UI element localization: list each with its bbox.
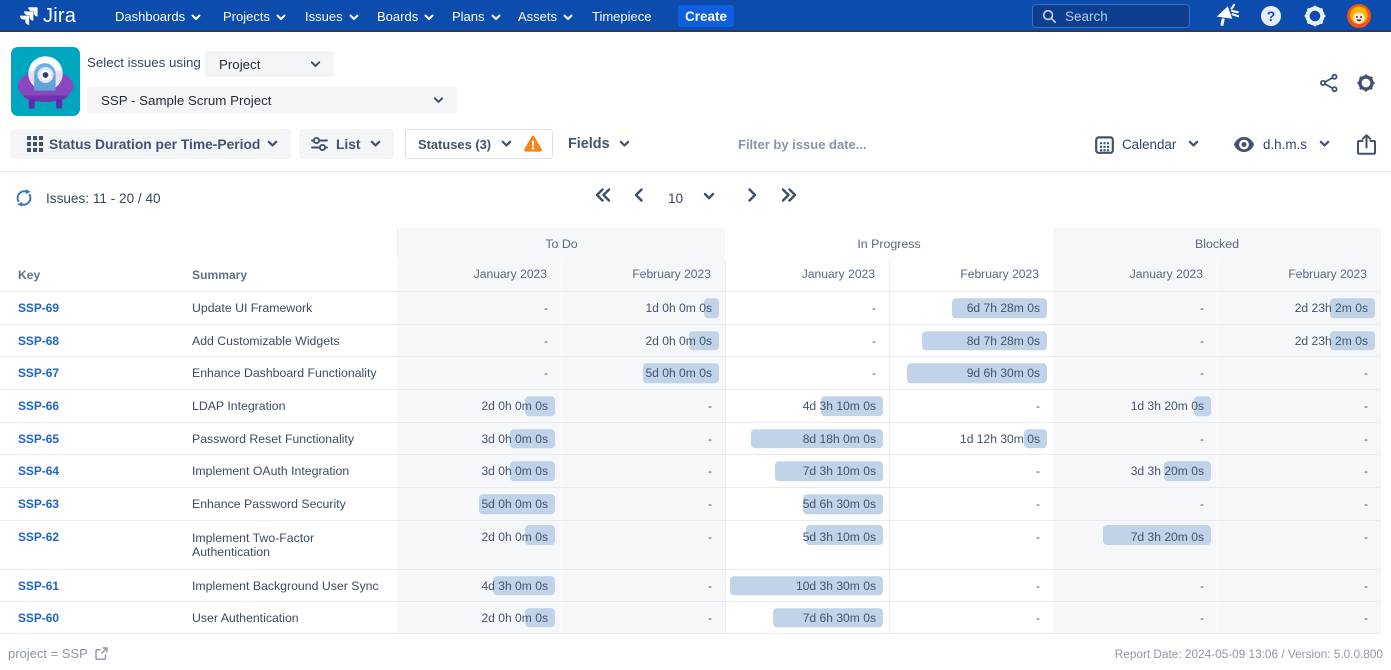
svg-text:?: ? — [1267, 8, 1276, 24]
